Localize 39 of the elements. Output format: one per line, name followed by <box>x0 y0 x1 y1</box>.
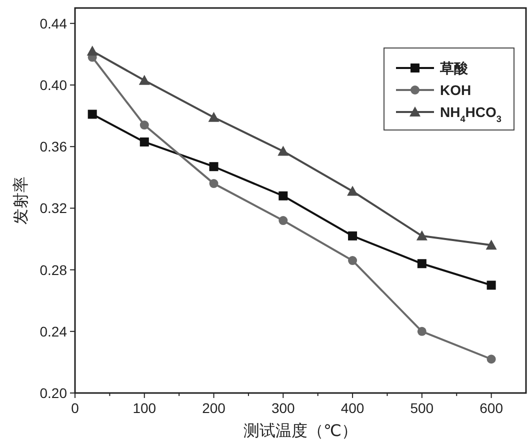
y-tick-label: 0.36 <box>40 138 68 155</box>
x-tick-label: 600 <box>480 400 504 416</box>
point <box>140 120 149 130</box>
x-tick-label: 500 <box>410 400 434 416</box>
y-tick-label: 0.40 <box>40 77 68 93</box>
point <box>347 186 358 196</box>
point <box>278 191 288 200</box>
y-tick-label: 0.28 <box>40 262 68 278</box>
point <box>486 280 496 290</box>
point <box>416 230 428 240</box>
point <box>278 146 289 156</box>
point <box>86 46 98 56</box>
point <box>278 216 288 226</box>
point <box>486 240 497 250</box>
x-tick-label: 100 <box>132 400 156 416</box>
y-tick-label: 0.32 <box>40 200 68 216</box>
legend-label: 草酸 <box>439 60 469 76</box>
x-tick-label: 300 <box>271 400 296 416</box>
y-tick-label: 0.24 <box>40 323 68 340</box>
x-axis-title: 测试温度（℃） <box>244 422 358 440</box>
point <box>348 231 358 240</box>
legend-label: KOH <box>440 82 472 98</box>
point <box>140 137 149 146</box>
point <box>417 259 426 268</box>
point <box>138 74 150 85</box>
x-tick-label: 0 <box>71 400 80 416</box>
y-axis-title: 发射率 <box>12 176 30 224</box>
point <box>417 326 426 336</box>
y-tick-label: 0.44 <box>40 15 68 32</box>
point <box>88 110 97 119</box>
point <box>208 112 220 122</box>
point <box>209 162 218 172</box>
point <box>486 354 496 364</box>
legend-label: NH$_{4}$HCO$_{3}$ <box>440 104 502 124</box>
y-tick-label: 0.20 <box>40 385 68 401</box>
point <box>209 179 218 188</box>
x-tick-label: 200 <box>202 400 226 416</box>
point <box>348 256 358 266</box>
x-tick-label: 400 <box>340 400 364 416</box>
